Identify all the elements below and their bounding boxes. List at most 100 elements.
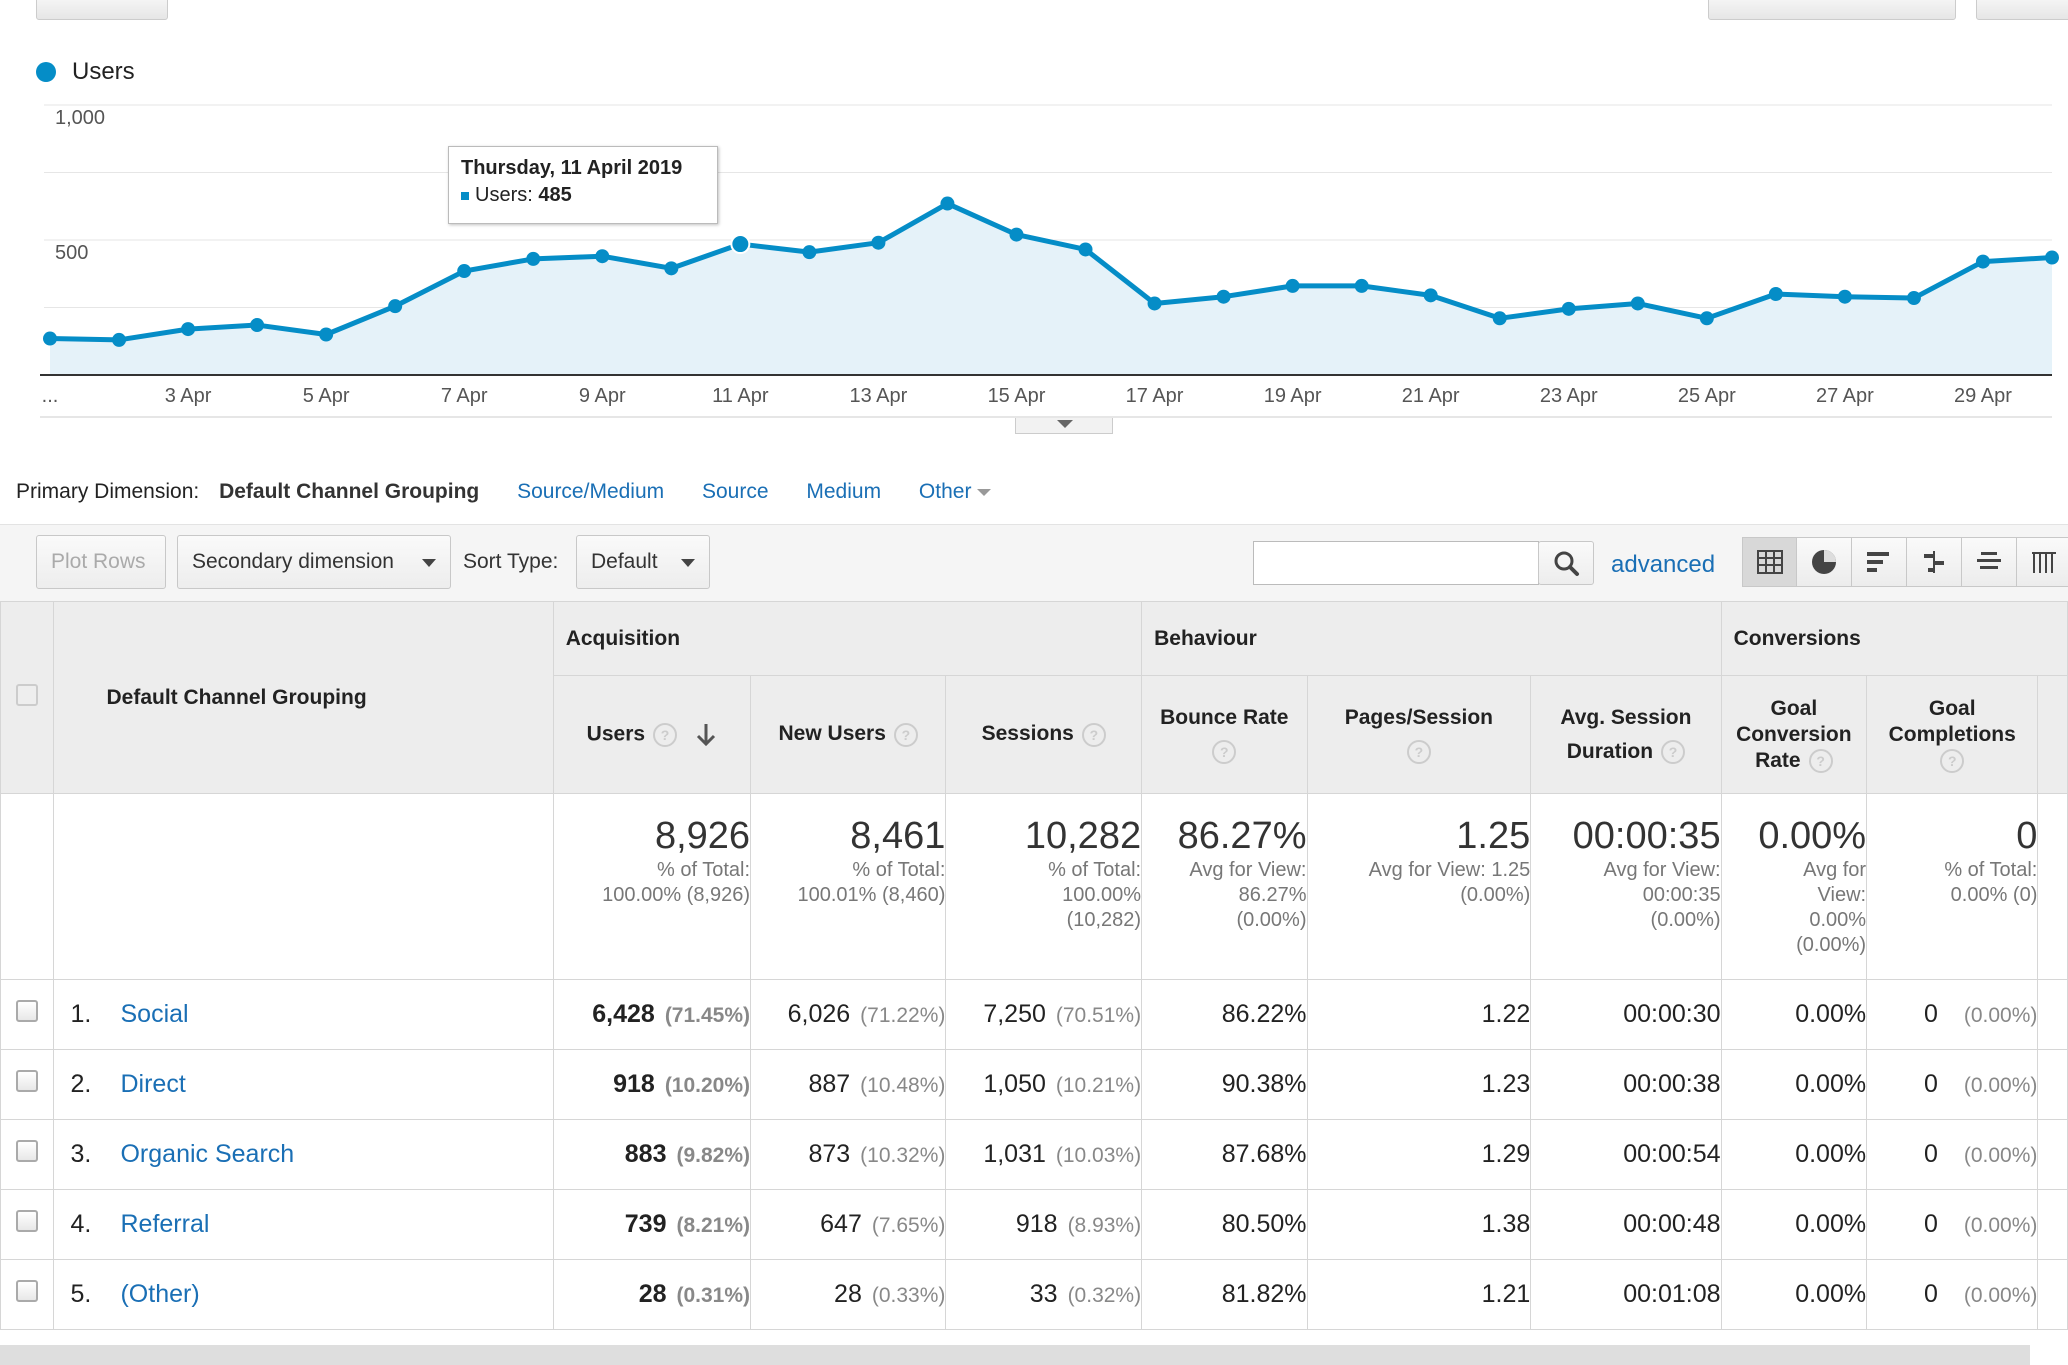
advanced-search-link[interactable]: advanced bbox=[1611, 551, 1716, 578]
percentage-view-button[interactable] bbox=[1797, 537, 1852, 587]
dimension-link-source[interactable]: Source bbox=[701, 480, 769, 503]
help-icon[interactable]: ? bbox=[893, 722, 918, 747]
pivot-icon bbox=[2032, 552, 2056, 573]
row-checkbox-cell bbox=[0, 979, 55, 1050]
row-checkbox-cell bbox=[0, 1049, 55, 1120]
goal-completions-value: 0 bbox=[1923, 1140, 1938, 1168]
total-gcr-note: 0.00% bbox=[1809, 909, 1867, 931]
total-bounce-value: 86.27% bbox=[1177, 815, 1307, 857]
channel-link[interactable]: Direct bbox=[120, 1070, 186, 1098]
total-pages-session: 1.25 Avg for View: 1.25 (0.00%) bbox=[1306, 793, 1532, 980]
x-axis-tick-label: 23 Apr bbox=[1540, 385, 1598, 407]
dimension-column-header[interactable]: Default Channel Grouping bbox=[53, 601, 554, 794]
row-checkbox-cell bbox=[0, 1119, 55, 1190]
col-header-users[interactable]: Users? bbox=[552, 675, 752, 794]
dimension-link-source-medium[interactable]: Source/Medium bbox=[517, 480, 665, 503]
dropdown-arrow-icon bbox=[681, 559, 695, 567]
data-point bbox=[1561, 301, 1576, 316]
total-users: 8,926% of Total: 100.00% (8,926) bbox=[552, 793, 752, 980]
chart-type-button[interactable] bbox=[1976, 0, 2068, 20]
x-axis-tick-label: 11 Apr bbox=[712, 385, 769, 407]
performance-view-button[interactable] bbox=[1852, 537, 1907, 587]
row-checkbox[interactable] bbox=[16, 1070, 39, 1092]
horizontal-scrollbar[interactable] bbox=[0, 1345, 2030, 1365]
users-series-area bbox=[50, 203, 2052, 375]
search-button[interactable] bbox=[1538, 541, 1594, 585]
row-checkbox[interactable] bbox=[16, 1000, 39, 1022]
dimension-link-medium[interactable]: Medium bbox=[806, 480, 882, 503]
help-icon[interactable]: ? bbox=[1081, 722, 1106, 747]
channel-link[interactable]: Social bbox=[120, 1000, 189, 1028]
goal-completions-cell: 0 (0.00%) bbox=[1866, 1049, 2039, 1120]
data-point bbox=[181, 322, 196, 337]
row-checkbox[interactable] bbox=[16, 1140, 39, 1162]
col-gcr-label-3: Rate bbox=[1755, 748, 1801, 772]
col-header-bounce-rate[interactable]: Bounce Rate? bbox=[1141, 675, 1308, 794]
data-point bbox=[730, 234, 751, 255]
total-gcr-note: Avg for bbox=[1803, 859, 1867, 881]
comparison-view-button[interactable] bbox=[1907, 537, 1962, 587]
dropdown-arrow-icon bbox=[422, 559, 436, 567]
new-users-percent: (71.22%) bbox=[860, 1004, 946, 1027]
plot-rows-button[interactable]: Plot Rows bbox=[36, 535, 166, 589]
data-point bbox=[457, 264, 472, 279]
term-cloud-icon bbox=[1977, 552, 2001, 569]
y-axis-label: 500 bbox=[55, 242, 88, 264]
sessions-cell: 33 (0.32%) bbox=[945, 1259, 1143, 1330]
sort-type-dropdown[interactable]: Default bbox=[576, 535, 710, 589]
col-header-sessions[interactable]: Sessions? bbox=[945, 675, 1143, 794]
users-cell: 739 (8.21%) bbox=[552, 1189, 752, 1260]
channel-link[interactable]: (Other) bbox=[120, 1280, 200, 1308]
chart-collapse-toggle[interactable] bbox=[1015, 418, 1113, 434]
col-users-label: Users bbox=[586, 722, 646, 746]
col-header-avg-session-duration[interactable]: Avg. Session Duration? bbox=[1530, 675, 1722, 794]
help-icon[interactable]: ? bbox=[1808, 748, 1833, 773]
col-header-goal-completions[interactable]: Goal Completions? bbox=[1866, 675, 2039, 794]
sessions-value: 918 bbox=[1015, 1210, 1058, 1238]
avg-session-duration-cell: 00:00:30 bbox=[1530, 979, 1722, 1050]
data-point bbox=[1630, 296, 1645, 311]
secondary-dimension-label: Secondary dimension bbox=[192, 550, 394, 573]
total-gc-note: 0.00% (0) bbox=[1950, 884, 2038, 906]
dimension-link-other[interactable]: Other bbox=[919, 480, 992, 503]
pivot-view-button[interactable] bbox=[2017, 537, 2068, 587]
total-sessions-note: % of Total: bbox=[1048, 859, 1142, 881]
total-users-note: 100.00% (8,926) bbox=[602, 884, 751, 906]
total-asd-note: Avg for View: bbox=[1603, 859, 1721, 881]
data-point bbox=[319, 327, 334, 342]
help-icon[interactable]: ? bbox=[1940, 748, 1965, 773]
sessions-cell: 1,050 (10.21%) bbox=[945, 1049, 1143, 1120]
pages-session-cell: 1.29 bbox=[1306, 1119, 1532, 1190]
channel-link[interactable]: Referral bbox=[120, 1210, 210, 1238]
term-cloud-view-button[interactable] bbox=[1962, 537, 2017, 587]
help-icon[interactable]: ? bbox=[1406, 739, 1431, 764]
row-checkbox-cell bbox=[0, 1259, 55, 1330]
period-toggle-group[interactable] bbox=[1708, 0, 1956, 20]
goal-completions-value: 0 bbox=[1923, 1210, 1938, 1238]
row-number: 4. bbox=[70, 1210, 92, 1238]
users-percent: (71.45%) bbox=[664, 1004, 751, 1027]
pages-session-cell: 1.21 bbox=[1306, 1259, 1532, 1330]
table-search-input[interactable] bbox=[1253, 541, 1539, 585]
sessions-cell: 918 (8.93%) bbox=[945, 1189, 1143, 1260]
col-header-pages-session[interactable]: Pages/Session? bbox=[1306, 675, 1532, 794]
col-header-goal-conversion-rate[interactable]: Goal Conversion Rate? bbox=[1720, 675, 1868, 794]
table-row: 2. Direct 918 (10.20%) 887 (10.48%) 1,050 (10.2… bbox=[0, 1049, 2068, 1120]
comparison-icon bbox=[1924, 551, 1944, 573]
bar-list-icon bbox=[1867, 552, 1889, 572]
total-bounce-note: (0.00%) bbox=[1236, 909, 1307, 931]
help-icon[interactable]: ? bbox=[1212, 739, 1237, 764]
date-range-button[interactable] bbox=[36, 0, 168, 20]
row-checkbox[interactable] bbox=[16, 1280, 39, 1302]
col-header-new-users[interactable]: New Users? bbox=[750, 675, 947, 794]
total-sessions: 10,282% of Total: 100.00% (10,282) bbox=[945, 793, 1143, 980]
help-icon[interactable]: ? bbox=[653, 722, 678, 747]
help-icon[interactable]: ? bbox=[1661, 739, 1686, 764]
row-checkbox[interactable] bbox=[16, 1210, 39, 1232]
secondary-dimension-dropdown[interactable]: Secondary dimension bbox=[177, 535, 451, 589]
primary-dimension-label: Primary Dimension: bbox=[16, 480, 200, 503]
table-view-button[interactable] bbox=[1742, 537, 1797, 587]
acquisition-group-header: Acquisition bbox=[552, 601, 1143, 676]
select-all-checkbox[interactable] bbox=[16, 684, 39, 706]
channel-link[interactable]: Organic Search bbox=[120, 1140, 295, 1168]
